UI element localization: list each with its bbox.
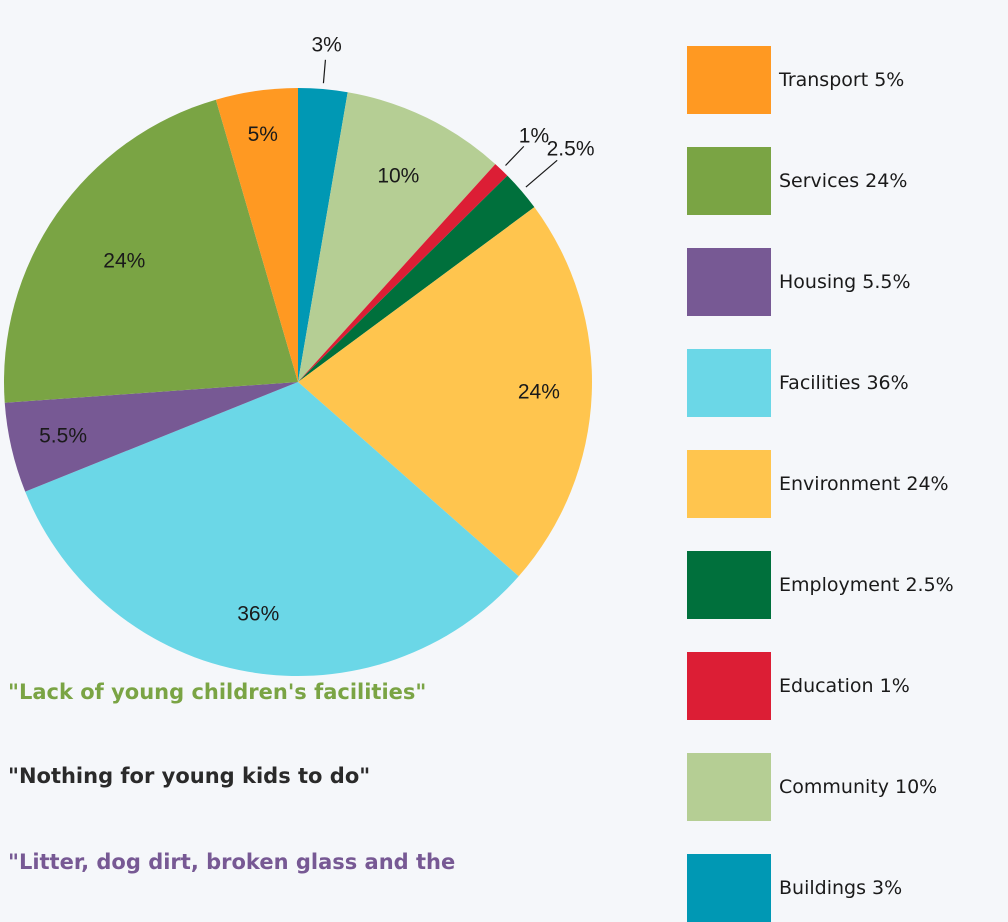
pie-slices [4, 88, 592, 676]
legend-swatch [687, 854, 771, 922]
slice-label-community: 10% [377, 164, 419, 187]
legend-item: Community 10% [687, 753, 937, 821]
legend-swatch [687, 248, 771, 316]
legend-item: Facilities 36% [687, 349, 909, 417]
slice-label-housing: 5.5% [39, 425, 87, 448]
slice-label-transport: 5% [248, 123, 278, 146]
legend-label: Buildings 3% [779, 877, 903, 899]
legend-swatch [687, 753, 771, 821]
pie-slice-employment [298, 175, 535, 382]
slice-label-employment: 2.5% [547, 137, 595, 160]
slice-label-buildings: 3% [311, 34, 341, 57]
legend-swatch [687, 652, 771, 720]
legend-label: Employment 2.5% [779, 574, 954, 596]
legend-label: Services 24% [779, 170, 908, 192]
legend-item: Employment 2.5% [687, 551, 954, 619]
legend-item: Buildings 3% [687, 854, 902, 922]
leader-lines [322, 59, 558, 188]
pie-slice-community [298, 92, 496, 383]
leader-line-employment [525, 159, 558, 188]
quote-facilities: "Lack of young children's facilities" [8, 680, 427, 704]
legend-label: Community 10% [779, 776, 938, 798]
pie-slice-facilities [25, 382, 519, 676]
legend-label: Environment 24% [779, 473, 949, 495]
legend-swatch [687, 349, 771, 417]
slice-label-education: 1% [519, 124, 549, 147]
legend-swatch [687, 147, 771, 215]
legend-item: Services 24% [687, 147, 907, 215]
legend-label: Facilities 36% [779, 372, 909, 394]
pie-slice-housing [4, 382, 298, 492]
slice-label-environment: 24% [518, 381, 560, 404]
legend-label: Housing 5.5% [779, 271, 911, 293]
slice-labels: 3% 10% 1%2.5% 24% 36% 5.5% 24% 5% [39, 34, 594, 626]
pie-slice-education [298, 164, 508, 382]
legend-swatch [687, 450, 771, 518]
pie-slice-buildings [298, 88, 348, 382]
pie-slice-transport [215, 88, 298, 382]
legend-item: Transport 5% [687, 46, 904, 114]
legend-item: Environment 24% [687, 450, 949, 518]
legend-swatch [687, 46, 771, 114]
legend-label: Transport 5% [779, 69, 905, 91]
legend-label: Education 1% [779, 675, 910, 697]
legend-item: Education 1% [687, 652, 910, 720]
slice-label-services: 24% [103, 249, 145, 272]
leader-line-buildings [322, 59, 327, 84]
legend-item: Housing 5.5% [687, 248, 911, 316]
pie-slice-environment [298, 207, 592, 577]
pie-slice-services [4, 99, 299, 403]
legend-swatch [687, 551, 771, 619]
slice-label-facilities: 36% [237, 602, 279, 625]
leader-line-education [505, 145, 525, 166]
quote-litter: "Litter, dog dirt, broken glass and the [8, 850, 456, 874]
quote-nothing-to-do: "Nothing for young kids to do" [8, 764, 371, 788]
